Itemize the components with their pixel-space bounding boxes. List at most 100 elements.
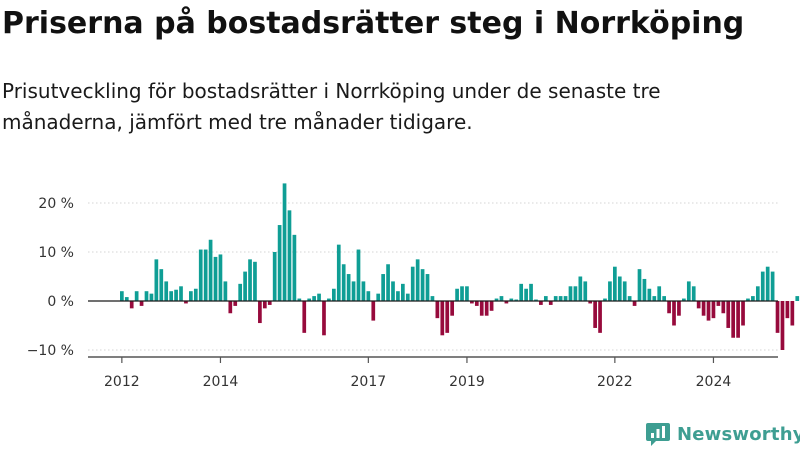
bar: [396, 291, 400, 301]
bar: [376, 293, 381, 301]
bar: [568, 286, 573, 301]
bar: [435, 301, 440, 319]
bar: [292, 234, 297, 301]
bar: [563, 296, 568, 301]
y-tick-label: 20 %: [38, 196, 74, 212]
bar: [657, 286, 662, 301]
bar: [174, 289, 178, 301]
bar: [356, 249, 361, 301]
bar: [731, 301, 736, 338]
bar: [218, 254, 223, 301]
bar: [588, 301, 593, 304]
bar: [386, 264, 390, 301]
bar: [361, 281, 366, 301]
bar: [287, 210, 292, 301]
chart-title: Priserna på bostadsrätter steg i Norrköp…: [2, 6, 745, 41]
bar: [672, 301, 676, 326]
bar: [381, 274, 385, 301]
bar: [578, 276, 583, 301]
bar: [341, 264, 346, 301]
bar: [785, 301, 790, 319]
bar: [267, 301, 272, 305]
brand-name: Newsworthy: [677, 423, 800, 445]
bar: [253, 261, 257, 301]
bar: [272, 252, 277, 301]
bar: [243, 271, 247, 301]
bar: [262, 301, 267, 309]
bar: [667, 301, 671, 314]
bar: [608, 281, 612, 301]
bar: [312, 296, 316, 301]
bar: [248, 259, 252, 301]
bar: [696, 301, 701, 309]
bar: [682, 298, 686, 301]
bar: [208, 239, 213, 301]
bar: [603, 298, 607, 301]
bar: [613, 266, 617, 301]
bar: [726, 301, 731, 328]
bar: [790, 301, 795, 326]
x-tick-label: 2017: [351, 374, 387, 390]
bar: [780, 301, 785, 350]
bar: [371, 301, 376, 321]
bar: [415, 259, 420, 301]
x-tick-label: 2019: [449, 374, 485, 390]
bar: [711, 301, 716, 319]
bar: [213, 256, 218, 301]
bar: [302, 301, 307, 333]
bar: [524, 288, 528, 301]
bar: [598, 301, 602, 333]
bar: [327, 298, 331, 301]
bar: [539, 301, 543, 305]
bar: [548, 301, 553, 305]
bar: [129, 301, 134, 309]
bar: [519, 283, 524, 301]
bar: [765, 266, 770, 301]
bar: [465, 286, 469, 301]
bar: [193, 288, 198, 301]
bar: [534, 299, 538, 301]
bar: [741, 301, 745, 326]
bar: [366, 291, 371, 301]
bar: [474, 301, 479, 306]
bar: [134, 291, 139, 301]
bar: [751, 296, 755, 301]
bar: [455, 288, 459, 301]
bar: [351, 281, 356, 301]
x-tick-label: 2014: [203, 374, 239, 390]
bar: [425, 274, 430, 301]
bar: [755, 286, 760, 301]
bar: [795, 296, 800, 301]
bar: [445, 301, 450, 333]
bar: [331, 288, 336, 301]
bar: [277, 225, 282, 301]
brand-logo[interactable]: Newsworthy: [645, 420, 800, 448]
bar: [721, 301, 726, 314]
bar: [652, 296, 657, 301]
bar: [686, 281, 691, 301]
bar: [716, 301, 721, 306]
bar: [642, 278, 647, 301]
bar: [662, 296, 666, 301]
gridlines: [88, 202, 778, 351]
axes: [88, 300, 778, 363]
bar-series: [120, 183, 800, 350]
bar: [139, 301, 144, 306]
bar: [736, 301, 740, 338]
bar: [484, 301, 489, 316]
bar: [144, 291, 149, 301]
bar: [164, 281, 169, 301]
bar: [233, 301, 238, 306]
chart-subtitle: Prisutveckling för bostadsrätter i Norrk…: [2, 79, 661, 134]
bar: [297, 298, 302, 301]
bar: [120, 291, 124, 301]
bar: [553, 296, 558, 301]
bar: [336, 244, 341, 301]
bar: [223, 281, 228, 301]
bar: [189, 291, 193, 301]
bar: [746, 298, 750, 301]
y-tick-label: 0 %: [47, 294, 74, 310]
bar: [760, 271, 765, 301]
bar: [775, 301, 780, 333]
